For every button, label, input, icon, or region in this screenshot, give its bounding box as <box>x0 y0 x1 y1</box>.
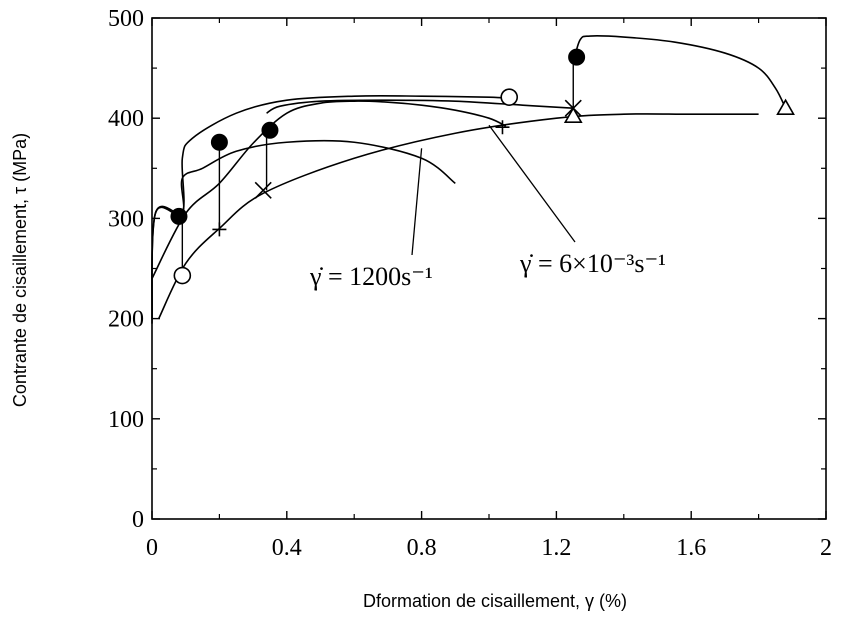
x-tick-label: 1.6 <box>676 535 706 561</box>
y-tick-label: 100 <box>108 407 144 433</box>
x-tick-label: 1.2 <box>541 535 571 561</box>
triangle-marker <box>563 106 583 123</box>
series-line-5 <box>572 35 787 109</box>
x-axis-title: Dformation de cisaillement, γ (%) <box>363 591 627 611</box>
y-tick-label: 400 <box>108 106 144 132</box>
x-marker <box>254 181 272 199</box>
filled-circle-marker <box>568 48 586 66</box>
plus-marker <box>495 120 510 135</box>
plus-marker <box>212 222 227 237</box>
triangle-marker <box>776 98 795 115</box>
series-curves <box>151 35 787 324</box>
x-tick-label: 0.4 <box>272 535 302 561</box>
x-tick-label: 2 <box>820 535 832 561</box>
x-axis-ticks: 0 0.4 0.8 1.2 1.6 2 <box>146 18 832 561</box>
open-circle-marker <box>500 88 519 106</box>
y-tick-label: 200 <box>108 307 144 333</box>
y-tick-label: 500 <box>108 6 144 32</box>
drop-lines <box>181 57 574 276</box>
data-markers <box>170 48 795 285</box>
y-axis-ticks: 0 100 200 300 400 500 <box>108 6 826 533</box>
annotation-leader <box>488 124 576 243</box>
y-tick-label: 300 <box>108 206 144 232</box>
y-tick-label: 0 <box>132 507 144 533</box>
series-line-1 <box>151 139 456 324</box>
filled-circle-marker <box>261 121 279 139</box>
x-tick-label: 0 <box>146 535 158 561</box>
annotation-leader <box>411 148 423 256</box>
annotation-label: γ̇ = 6×10⁻³s⁻¹ <box>519 249 666 278</box>
open-circle-marker <box>173 266 192 285</box>
filled-circle-marker <box>170 207 188 225</box>
annotation-label: γ̇ = 1200s⁻¹ <box>309 262 433 291</box>
x-tick-label: 0.8 <box>407 535 437 561</box>
y-axis-title: Contrante de cisaillement, τ (MPa) <box>10 133 30 407</box>
plot-frame <box>151 17 827 520</box>
series-line-2 <box>151 100 507 279</box>
filled-circle-marker <box>210 133 228 151</box>
series-line-4 <box>266 99 574 114</box>
annotations: γ̇ = 1200s⁻¹ γ̇ = 6×10⁻³s⁻¹ <box>309 124 666 291</box>
series-line-0 <box>151 95 506 319</box>
series-line-3 <box>158 113 759 319</box>
